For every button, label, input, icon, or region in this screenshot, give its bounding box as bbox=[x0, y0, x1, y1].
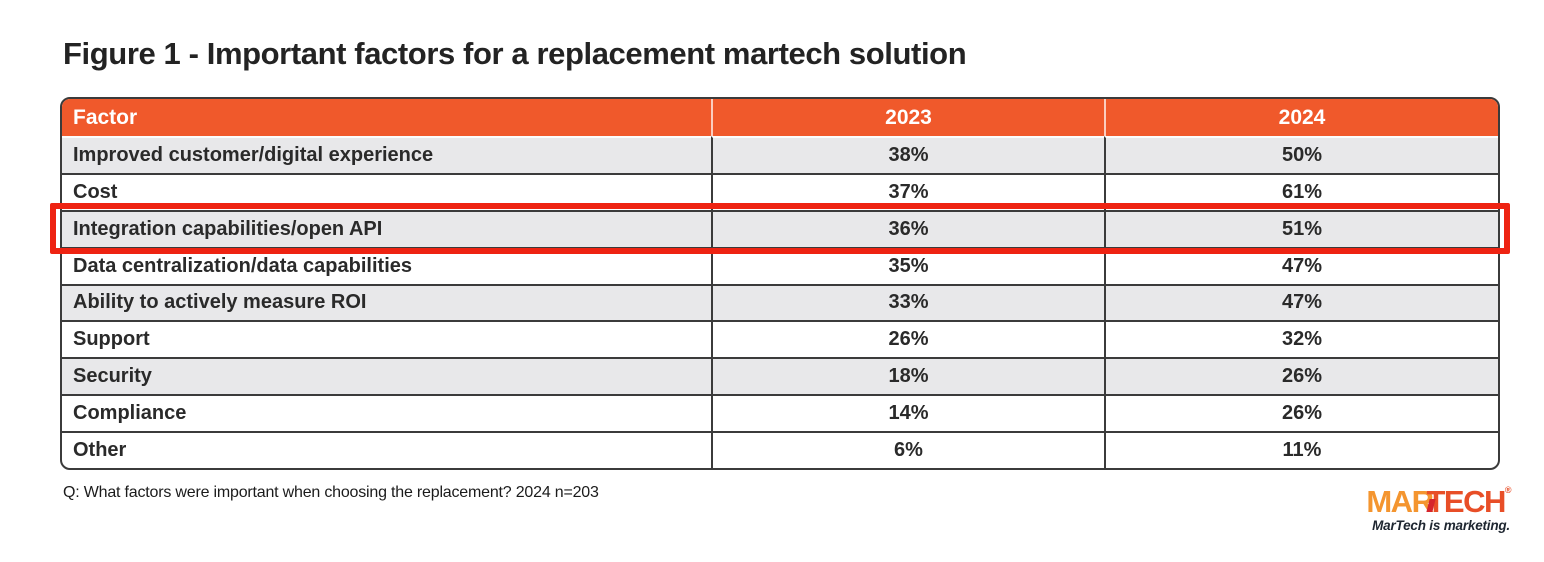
factors-table: Factor 2023 2024 Improved customer/digit… bbox=[50, 97, 1510, 470]
martech-tagline: MarTech is marketing. bbox=[1372, 518, 1510, 533]
cell-factor-0: Improved customer/digital experience bbox=[62, 136, 711, 173]
cell-2023-7: 14% bbox=[711, 394, 1104, 432]
cell-2024-4: 47% bbox=[1104, 283, 1498, 321]
wordmark-tech: TECH bbox=[1426, 484, 1506, 519]
cell-2024-5: 32% bbox=[1104, 320, 1498, 358]
cell-factor-6: Security bbox=[62, 357, 711, 395]
cell-2024-1: 61% bbox=[1104, 172, 1498, 210]
cell-2024-0: 50% bbox=[1104, 136, 1498, 173]
cell-2024-7: 26% bbox=[1104, 394, 1498, 432]
cell-factor-7: Compliance bbox=[62, 394, 711, 431]
cell-2023-6: 18% bbox=[711, 357, 1104, 395]
trademark-icon: ® bbox=[1504, 485, 1512, 495]
column-header-2023: 2023 bbox=[711, 99, 1104, 136]
cell-2023-5: 26% bbox=[711, 320, 1104, 358]
footnote: Q: What factors were important when choo… bbox=[63, 484, 599, 501]
column-header-2024: 2024 bbox=[1104, 99, 1498, 136]
cell-2023-1: 37% bbox=[711, 172, 1104, 210]
cell-2023-3: 35% bbox=[711, 246, 1104, 284]
cell-2024-8: 11% bbox=[1104, 431, 1498, 468]
factors-table-grid: Factor 2023 2024 Improved customer/digit… bbox=[60, 97, 1500, 470]
cell-2024-2: 51% bbox=[1104, 209, 1498, 247]
cell-2023-2: 36% bbox=[711, 209, 1104, 247]
cell-factor-2: Integration capabilities/open API bbox=[62, 209, 711, 247]
cell-factor-3: Data centralization/data capabilities bbox=[62, 246, 711, 284]
figure-title: Figure 1 - Important factors for a repla… bbox=[63, 36, 967, 71]
cell-2023-8: 6% bbox=[711, 431, 1104, 468]
cell-2024-3: 47% bbox=[1104, 246, 1498, 284]
martech-logo: MARTECH® MarTech is marketing. bbox=[1290, 484, 1512, 533]
cell-2024-6: 26% bbox=[1104, 357, 1498, 395]
cell-2023-4: 33% bbox=[711, 283, 1104, 321]
cell-factor-8: Other bbox=[62, 431, 711, 468]
cell-factor-1: Cost bbox=[62, 172, 711, 210]
column-header-factor: Factor bbox=[62, 99, 711, 136]
cell-2023-0: 38% bbox=[711, 136, 1104, 173]
cell-factor-5: Support bbox=[62, 320, 711, 357]
cell-factor-4: Ability to actively measure ROI bbox=[62, 283, 711, 321]
wordmark-mar: MAR bbox=[1366, 484, 1434, 519]
martech-wordmark: MARTECH® bbox=[1290, 484, 1512, 519]
